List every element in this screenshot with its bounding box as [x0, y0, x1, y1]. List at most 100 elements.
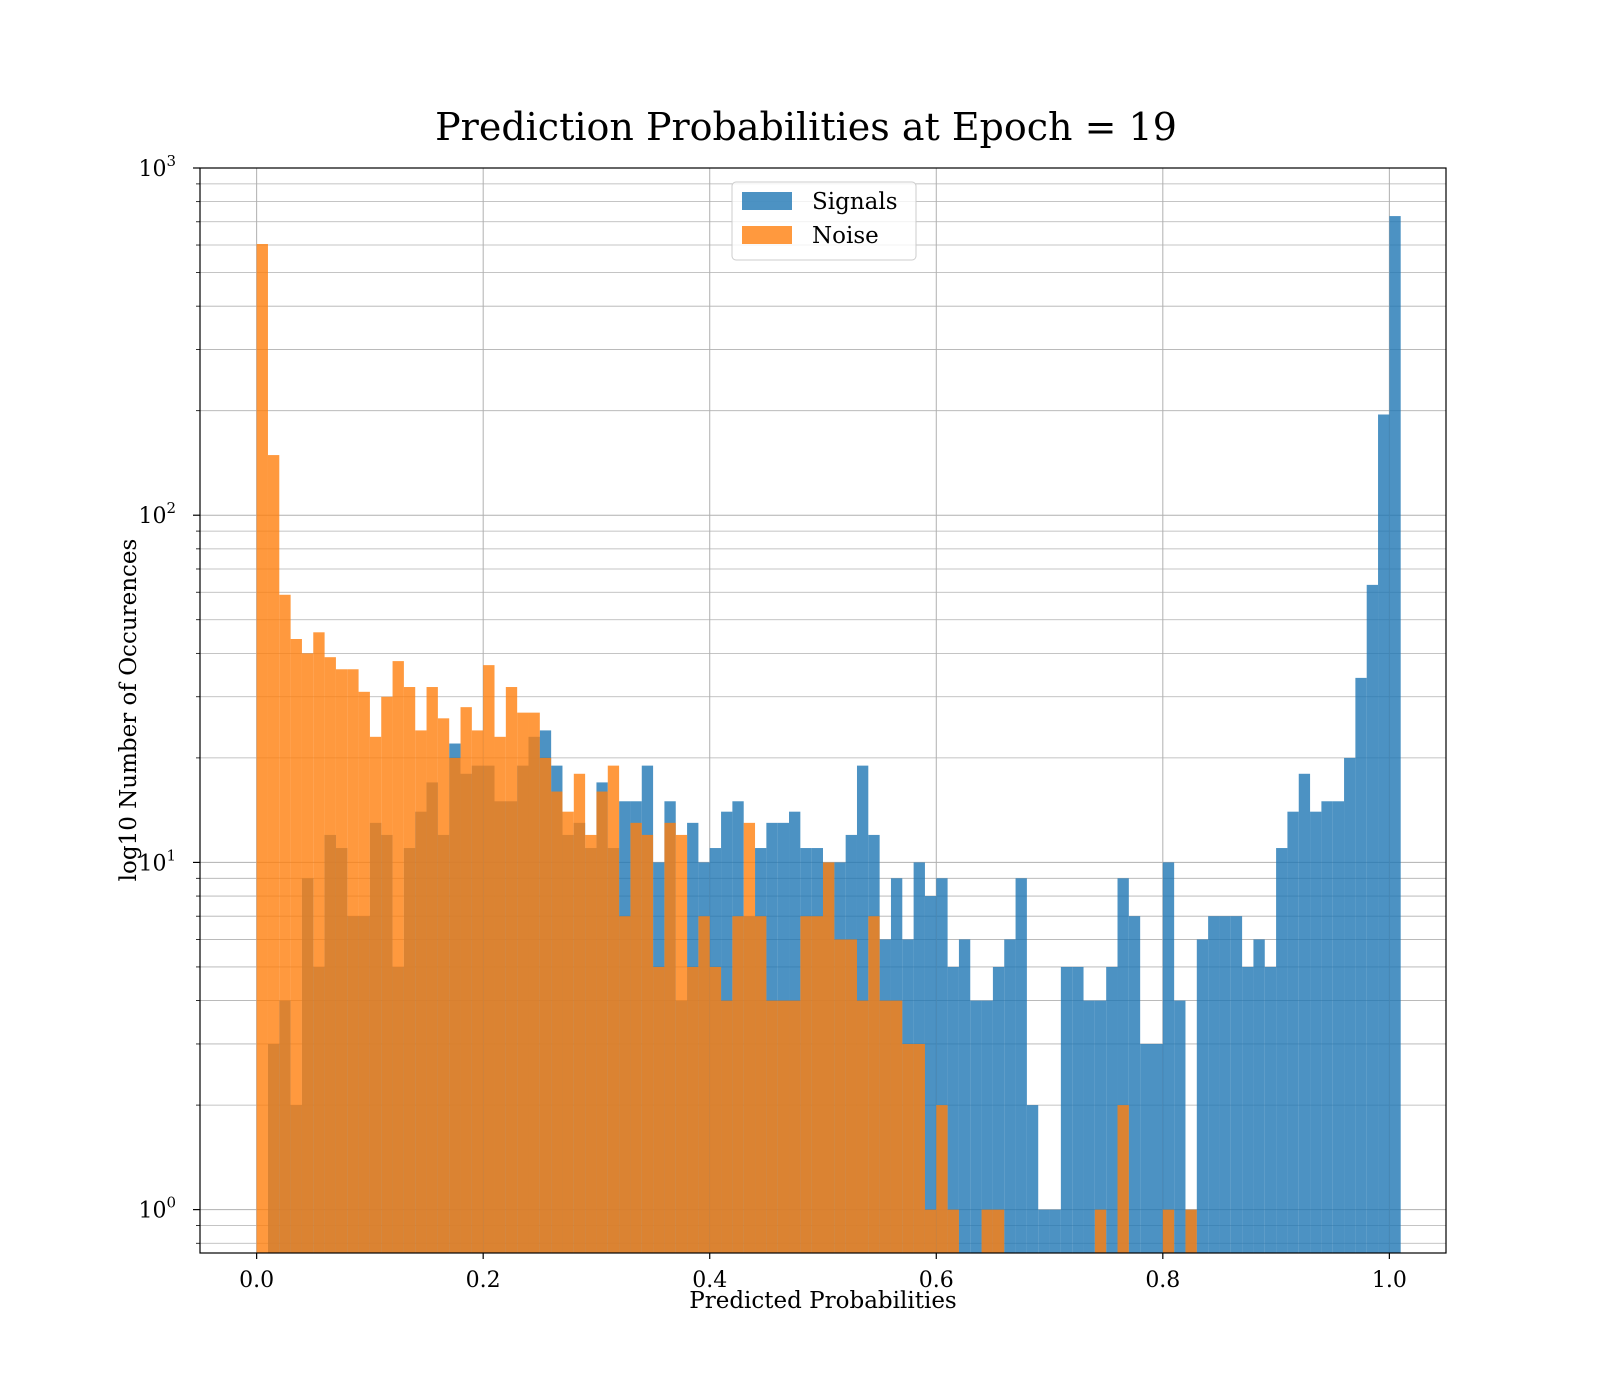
signals-bar: [1106, 966, 1118, 1253]
signals-bar: [1140, 1043, 1152, 1253]
signals-bar: [1219, 916, 1231, 1253]
noise-bar: [732, 916, 744, 1253]
noise-bar: [902, 1043, 914, 1253]
signals-bar: [1151, 1043, 1163, 1253]
legend: Signals Noise: [731, 181, 917, 261]
noise-bar: [267, 455, 280, 1254]
noise-bar: [630, 822, 642, 1253]
signals-bar: [1242, 966, 1254, 1253]
signals-bar: [1264, 966, 1277, 1253]
y-axis-label: log10 Number of Occurences: [116, 539, 142, 882]
signals-bar: [1049, 1209, 1061, 1253]
noise-bar: [369, 736, 382, 1253]
x-axis-label: Predicted Probabilities: [689, 1288, 957, 1314]
noise-bar: [335, 669, 348, 1253]
signals-bar: [924, 896, 937, 1253]
noise-bar: [924, 1209, 937, 1253]
x-tick-label: 1.0: [1372, 1268, 1407, 1293]
signals-bar: [1072, 966, 1084, 1253]
noise-bar: [811, 916, 823, 1253]
y-tick-label: 102: [138, 499, 176, 529]
noise-bar: [721, 1000, 733, 1253]
noise-bar: [596, 791, 608, 1253]
noise-bar: [675, 834, 688, 1253]
y-tick-label: 100: [138, 1194, 176, 1224]
signals-bar: [1174, 1000, 1186, 1253]
x-axis-ticks: 0.0 0.2 0.4 0.6 0.8 1.0: [239, 1253, 1407, 1293]
noise-bar: [403, 687, 416, 1253]
noise-bar: [698, 916, 710, 1253]
signals-bar: [1230, 916, 1243, 1253]
noise-bar: [743, 822, 756, 1253]
signals-bar: [1355, 677, 1367, 1253]
noise-bar: [324, 657, 336, 1253]
legend-swatch-noise: [742, 226, 792, 244]
signals-bar: [958, 939, 971, 1253]
noise-bar: [449, 757, 461, 1253]
signals-bar: [1366, 584, 1379, 1253]
noise-bar: [619, 916, 631, 1253]
noise-bar: [381, 696, 393, 1253]
noise-bar: [981, 1209, 993, 1253]
legend-label-signals: Signals: [812, 189, 898, 215]
noise-bar: [313, 632, 325, 1253]
signals-bar: [1310, 811, 1322, 1253]
noise-bar: [573, 773, 586, 1253]
signals-bar: [947, 966, 959, 1253]
noise-bar: [992, 1209, 1005, 1253]
noise-bar: [913, 1043, 925, 1253]
noise-bar: [845, 939, 857, 1253]
noise-bar: [777, 1000, 790, 1253]
noise-bar: [505, 687, 518, 1253]
noise-bar: [890, 1000, 903, 1253]
noise-bar: [664, 822, 676, 1253]
signals-bar: [1083, 1000, 1095, 1253]
signals-bar: [1015, 878, 1027, 1253]
noise-bar: [290, 639, 302, 1253]
x-tick-label: 0.2: [466, 1268, 501, 1293]
noise-bar: [301, 653, 314, 1253]
x-tick-label: 0.0: [239, 1268, 274, 1293]
signals-bar: [1321, 801, 1333, 1253]
noise-bar: [426, 687, 438, 1253]
noise-bar: [358, 691, 370, 1253]
noise-bar: [755, 916, 767, 1253]
noise-bar: [347, 669, 359, 1253]
signals-bar: [1128, 916, 1141, 1253]
noise-bar: [585, 834, 597, 1253]
noise-bar: [392, 661, 404, 1253]
noise-bar: [766, 1000, 778, 1253]
x-tick-label: 0.8: [1145, 1268, 1180, 1293]
signals-bar: [981, 1000, 993, 1253]
signals-bar: [1004, 939, 1016, 1253]
y-axis-ticks: 100 101 102 103: [138, 152, 200, 1244]
noise-bar: [1162, 1209, 1175, 1253]
y-tick-label: 103: [138, 152, 176, 182]
signals-bar: [1298, 773, 1311, 1253]
x-tick-label: 0.6: [919, 1268, 954, 1293]
noise-bar: [687, 966, 699, 1253]
legend-swatch-signals: [742, 192, 792, 210]
axes-frame: [199, 167, 1447, 1254]
signals-bar: [1162, 862, 1175, 1253]
noise-bar: [800, 916, 812, 1253]
noise-bar: [947, 1209, 959, 1253]
signals-bar: [936, 878, 948, 1253]
signals-bar: [1208, 916, 1220, 1253]
noise-bar: [607, 765, 620, 1253]
signals-bar: [1253, 939, 1265, 1253]
noise-bar: [856, 1000, 869, 1253]
signals-bar: [1389, 216, 1401, 1254]
signals-bar: [1276, 848, 1288, 1253]
signals-bar: [970, 1000, 982, 1253]
noise-bar: [936, 1105, 948, 1253]
y-tick-label: 101: [138, 846, 176, 876]
noise-bar: [437, 718, 450, 1253]
noise-bar: [483, 665, 495, 1253]
noise-bar: [709, 966, 722, 1253]
noise-bar: [471, 730, 484, 1253]
signals-bar: [1287, 811, 1299, 1253]
noise-bar: [517, 712, 529, 1253]
noise-bar: [641, 834, 654, 1253]
